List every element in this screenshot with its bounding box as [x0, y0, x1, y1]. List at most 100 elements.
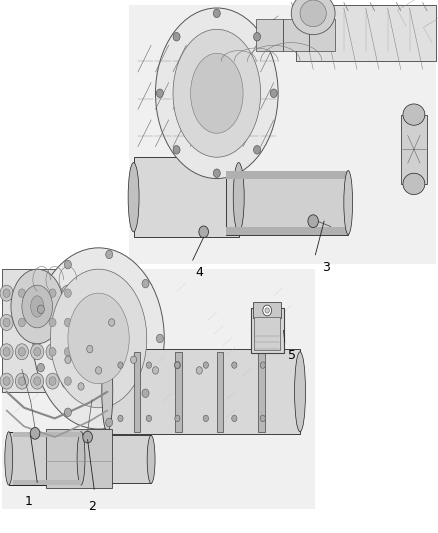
Ellipse shape [31, 296, 44, 317]
Bar [296, 5, 436, 61]
Circle shape [15, 285, 28, 301]
Ellipse shape [68, 293, 129, 384]
Circle shape [106, 418, 113, 427]
Ellipse shape [155, 8, 278, 179]
Circle shape [118, 415, 123, 422]
Circle shape [232, 362, 237, 368]
Bar [283, 19, 309, 51]
Circle shape [106, 250, 113, 259]
Circle shape [61, 373, 74, 389]
Circle shape [18, 318, 25, 327]
Circle shape [146, 362, 152, 368]
Bar [134, 157, 239, 237]
Circle shape [173, 146, 180, 154]
Circle shape [213, 9, 220, 18]
Circle shape [64, 289, 71, 297]
Circle shape [131, 356, 137, 364]
Ellipse shape [11, 269, 64, 344]
Circle shape [152, 367, 159, 374]
Text: 2: 2 [88, 500, 96, 513]
Text: 3: 3 [322, 261, 330, 274]
Circle shape [34, 348, 41, 356]
Circle shape [31, 373, 44, 389]
Circle shape [146, 415, 152, 422]
Circle shape [308, 215, 318, 228]
Circle shape [0, 344, 13, 360]
Bar [256, 19, 283, 51]
Bar [107, 349, 300, 434]
Circle shape [109, 319, 115, 326]
Ellipse shape [233, 163, 244, 232]
Circle shape [3, 377, 10, 385]
Circle shape [83, 431, 92, 443]
Ellipse shape [50, 269, 147, 408]
Bar [59, 435, 151, 483]
Circle shape [118, 362, 123, 368]
Ellipse shape [147, 435, 155, 483]
Ellipse shape [291, 0, 335, 35]
Circle shape [64, 260, 71, 269]
Circle shape [213, 169, 220, 177]
Ellipse shape [128, 163, 139, 232]
Circle shape [254, 146, 261, 154]
Circle shape [0, 373, 13, 389]
Circle shape [34, 289, 41, 297]
Bar [253, 303, 281, 319]
Circle shape [61, 344, 74, 360]
Circle shape [46, 373, 59, 389]
Bar [226, 171, 348, 235]
Ellipse shape [300, 0, 326, 27]
Circle shape [61, 314, 74, 330]
Bar [129, 5, 436, 264]
Bar [226, 171, 348, 179]
Ellipse shape [294, 352, 306, 432]
Circle shape [203, 362, 208, 368]
Bar [226, 227, 348, 235]
Circle shape [64, 348, 71, 356]
Ellipse shape [173, 29, 261, 157]
Circle shape [142, 279, 149, 288]
Bar [258, 352, 265, 432]
Circle shape [203, 415, 208, 422]
Bar [13, 432, 81, 437]
Circle shape [156, 334, 163, 343]
Circle shape [64, 377, 71, 385]
Circle shape [3, 318, 10, 327]
Text: 1: 1 [25, 495, 32, 507]
Circle shape [3, 348, 10, 356]
Circle shape [142, 389, 149, 398]
Circle shape [37, 305, 44, 313]
Circle shape [31, 314, 44, 330]
Bar [175, 352, 182, 432]
Circle shape [31, 285, 44, 301]
Circle shape [46, 344, 59, 360]
Circle shape [64, 318, 71, 327]
Circle shape [0, 314, 13, 330]
Circle shape [31, 344, 44, 360]
Ellipse shape [5, 432, 13, 485]
Bar [2, 269, 90, 392]
Circle shape [34, 377, 41, 385]
Circle shape [15, 314, 28, 330]
Ellipse shape [33, 248, 164, 429]
Ellipse shape [77, 432, 85, 485]
Ellipse shape [403, 104, 425, 125]
Circle shape [260, 362, 265, 368]
Circle shape [263, 305, 272, 316]
Circle shape [78, 383, 84, 390]
Circle shape [173, 33, 180, 41]
Circle shape [175, 362, 180, 368]
Circle shape [196, 367, 202, 374]
Bar [309, 19, 335, 51]
Ellipse shape [191, 53, 243, 133]
Circle shape [156, 89, 163, 98]
Circle shape [30, 427, 40, 439]
Circle shape [49, 377, 56, 385]
Bar [134, 352, 140, 432]
Bar [401, 115, 427, 184]
Bar [13, 480, 81, 485]
Circle shape [95, 367, 102, 374]
Ellipse shape [403, 173, 425, 195]
Circle shape [15, 344, 28, 360]
Circle shape [18, 377, 25, 385]
